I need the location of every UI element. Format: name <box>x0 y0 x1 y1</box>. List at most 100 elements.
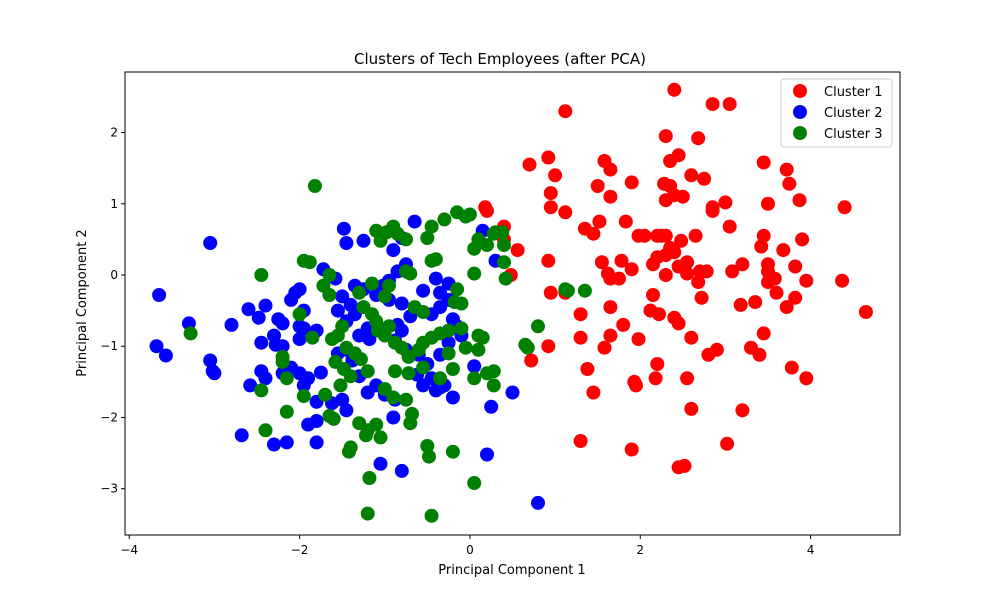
cluster-2-point <box>467 359 482 374</box>
y-tick-label: 0 <box>110 268 118 282</box>
cluster-2-point <box>441 335 456 350</box>
cluster-2-point <box>243 378 258 393</box>
cluster-1-point <box>646 288 660 302</box>
cluster-1-point <box>650 228 665 243</box>
cluster-1-point <box>779 162 794 177</box>
cluster-3-point <box>520 340 535 355</box>
cluster-2-point <box>416 378 431 393</box>
cluster-2-point <box>445 390 460 405</box>
cluster-1-point <box>667 82 682 97</box>
cluster-1-point <box>543 200 558 215</box>
cluster-1-point <box>799 273 814 288</box>
cluster-2-point <box>407 214 422 229</box>
cluster-3-point <box>307 179 322 193</box>
x-axis-ticks: −4 −2 0 2 4 <box>120 535 814 557</box>
x-tick-label: −4 <box>120 543 138 557</box>
cluster-3-point <box>420 439 435 453</box>
cluster-2-point <box>335 289 350 304</box>
cluster-3-point <box>369 417 384 432</box>
cluster-3-point <box>382 278 396 293</box>
cluster-2-point <box>149 339 164 354</box>
cluster-2-point <box>258 298 273 313</box>
cluster-1-point <box>782 176 797 191</box>
cluster-1-point <box>658 193 673 208</box>
cluster-1-point <box>722 219 737 234</box>
cluster-3-point <box>322 288 337 302</box>
y-axis-label: Principal Component 2 <box>75 229 90 376</box>
cluster-3-point <box>388 364 402 379</box>
legend-box <box>780 78 893 148</box>
cluster-1-point <box>699 264 714 279</box>
cluster-1-point <box>541 253 556 268</box>
cluster-1-point <box>631 332 646 347</box>
cluster-1-point <box>629 378 643 393</box>
cluster-1-point <box>761 196 775 211</box>
cluster-1-point <box>756 155 771 170</box>
cluster-1-point <box>510 243 525 258</box>
cluster-1-point <box>650 357 665 371</box>
cluster-1-point <box>573 434 588 448</box>
cluster-3-point <box>467 476 482 490</box>
cluster-3-point <box>445 362 460 376</box>
cluster-1-point <box>788 290 803 305</box>
cluster-2-point <box>394 463 409 478</box>
cluster-1-point <box>691 131 706 146</box>
cluster-1-point <box>688 228 703 243</box>
cluster-1-point <box>733 297 748 312</box>
cluster-3-point <box>497 238 511 253</box>
cluster-1-point <box>754 239 769 254</box>
cluster-1-point <box>718 195 733 210</box>
cluster-1-point <box>524 353 539 368</box>
cluster-1-point <box>735 257 750 272</box>
cluster-1-point <box>592 214 607 229</box>
x-tick-label: 4 <box>807 543 815 557</box>
cluster-1-point <box>541 339 556 354</box>
cluster-1-point <box>799 371 814 386</box>
cluster-1-point <box>543 285 558 300</box>
cluster-3-point <box>497 255 511 270</box>
cluster-1-point <box>761 275 775 290</box>
cluster-3-point <box>424 508 439 523</box>
cluster-1-point <box>752 347 767 362</box>
cluster-3-point <box>292 307 307 322</box>
cluster-2-point <box>158 348 173 363</box>
cluster-2-point <box>362 332 377 347</box>
cluster-3-point <box>441 323 456 338</box>
cluster-2-point <box>203 236 218 250</box>
cluster-3-point <box>342 444 356 459</box>
cluster-3-point <box>254 383 269 398</box>
x-axis-label: Principal Component 1 <box>438 563 585 578</box>
plot-frame <box>124 71 901 536</box>
x-tick-label: 0 <box>466 543 474 557</box>
cluster-2-point <box>267 437 281 452</box>
cluster-2-point <box>284 292 299 307</box>
cluster-1-point <box>720 436 735 451</box>
cluster-1-point <box>663 154 678 168</box>
cluster-1-point <box>675 189 690 204</box>
cluster-3-point <box>401 366 416 381</box>
cluster-2-point <box>241 302 256 317</box>
cluster-1-point <box>580 362 595 376</box>
cluster-3-point <box>279 404 294 419</box>
cluster-2-point <box>296 378 311 393</box>
cluster-1-point <box>603 328 618 343</box>
cluster-1-point <box>612 271 626 286</box>
cluster-1-point <box>697 171 712 186</box>
cluster-2-point <box>360 385 375 400</box>
cluster-1-point <box>616 317 631 332</box>
cluster-1-point <box>677 458 692 473</box>
cluster-3-point <box>424 253 439 268</box>
cluster-2-point <box>258 371 273 386</box>
cluster-3-point <box>347 346 362 361</box>
cluster-2-point <box>254 335 269 350</box>
cluster-1-point <box>543 186 558 201</box>
cluster-1-point <box>725 264 740 279</box>
cluster-3-point <box>359 428 373 443</box>
legend-label-cluster-1: Cluster 1 <box>824 85 883 100</box>
cluster-1-point <box>835 273 850 288</box>
cluster-1-point <box>594 255 609 270</box>
cluster-1-point <box>701 347 716 362</box>
cluster-3-point <box>403 266 418 281</box>
cluster-1-point <box>573 330 588 345</box>
